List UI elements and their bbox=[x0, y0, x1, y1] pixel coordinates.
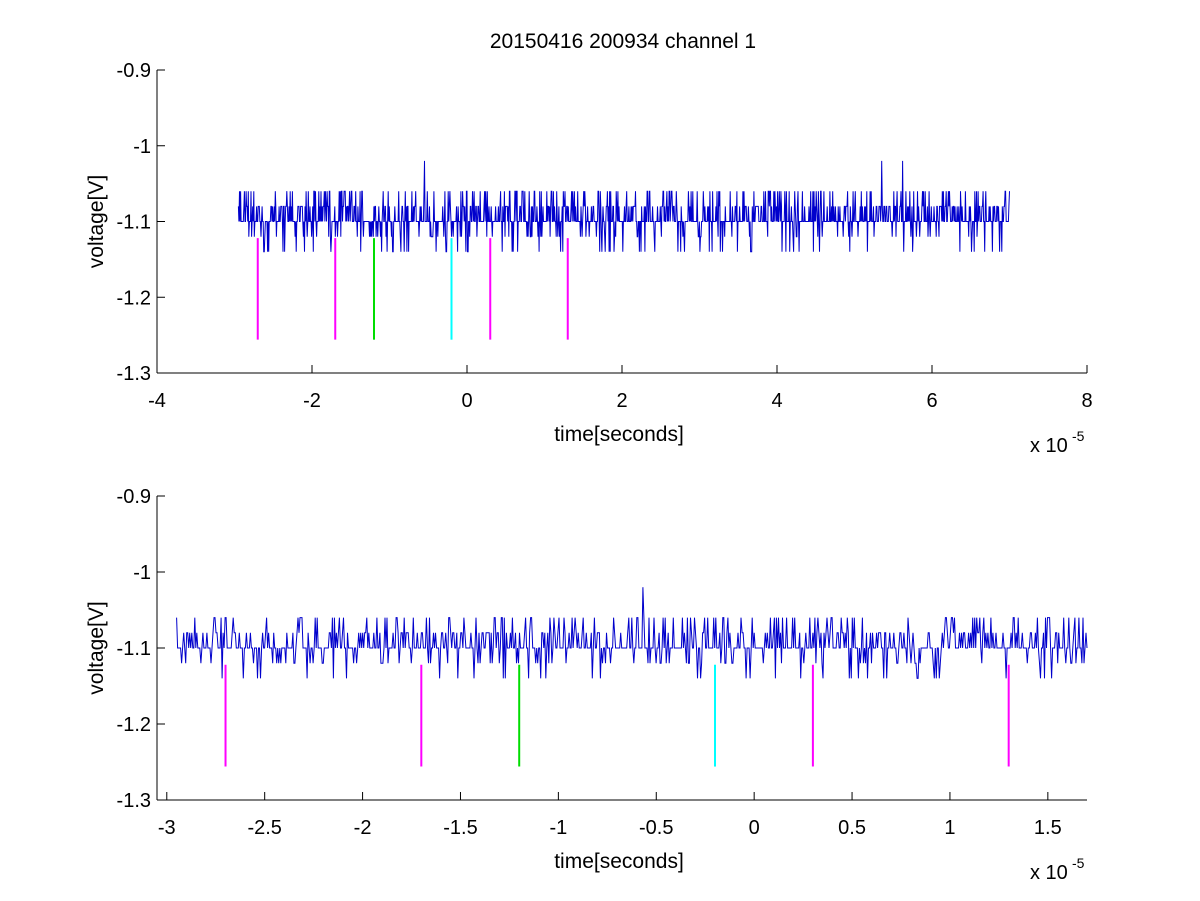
signal-trace bbox=[237, 160, 1010, 253]
y-tick-label: -1.1 bbox=[117, 638, 151, 660]
y-tick-label: -1 bbox=[133, 562, 151, 584]
signal-trace bbox=[176, 587, 1088, 679]
y-tick-label: -0.9 bbox=[117, 60, 151, 82]
x-tick-label: 4 bbox=[771, 390, 782, 412]
x-tick-label: -1.5 bbox=[443, 817, 477, 839]
bottom-plot: -1.3 -1.2 -1.1 -1 -0.9 -3 -2.5 -2 -1.5 -1 -0.5 0 0.5… bbox=[85, 486, 1088, 884]
x-tick-label: -2 bbox=[354, 817, 372, 839]
x-multiplier-label: x 10 bbox=[1030, 435, 1068, 457]
x-tick-label: -4 bbox=[148, 390, 166, 412]
x-multiplier-exponent: -5 bbox=[1072, 428, 1085, 444]
x-tick-label: 2 bbox=[616, 390, 627, 412]
y-tick-label: -1 bbox=[133, 136, 151, 158]
x-tick-label: -3 bbox=[158, 817, 176, 839]
y-tick-label: -1.1 bbox=[117, 212, 151, 234]
y-tick-label: -1.2 bbox=[117, 287, 151, 309]
x-multiplier-label: x 10 bbox=[1030, 862, 1068, 884]
y-axis-label: voltage[V] bbox=[85, 175, 108, 268]
x-tick-label: 0.5 bbox=[838, 817, 866, 839]
x-tick-label: 6 bbox=[926, 390, 937, 412]
top-plot: -1.3 -1.2 -1.1 -1 -0.9 -4 -2 0 2 4 6 8 time[seconds]… bbox=[85, 60, 1093, 457]
x-tick-label: 1 bbox=[944, 817, 955, 839]
y-tick-label: -0.9 bbox=[117, 486, 151, 508]
x-tick-label: -0.5 bbox=[639, 817, 673, 839]
y-tick-label: -1.3 bbox=[117, 790, 151, 812]
y-tick-label: -1.2 bbox=[117, 714, 151, 736]
x-tick-label: 1.5 bbox=[1034, 817, 1062, 839]
x-tick-label: 0 bbox=[461, 390, 472, 412]
x-tick-label: 8 bbox=[1081, 390, 1092, 412]
y-axis-label: voltage[V] bbox=[85, 601, 108, 694]
figure-title: 20150416 200934 channel 1 bbox=[490, 30, 756, 53]
x-tick-label: -2.5 bbox=[247, 817, 281, 839]
x-tick-label: 0 bbox=[749, 817, 760, 839]
x-axis-label: time[seconds] bbox=[554, 850, 684, 873]
y-tick-label: -1.3 bbox=[117, 363, 151, 385]
x-multiplier-exponent: -5 bbox=[1072, 855, 1085, 871]
x-tick-label: -1 bbox=[549, 817, 567, 839]
x-axis-label: time[seconds] bbox=[554, 423, 684, 446]
x-tick-label: -2 bbox=[303, 390, 321, 412]
